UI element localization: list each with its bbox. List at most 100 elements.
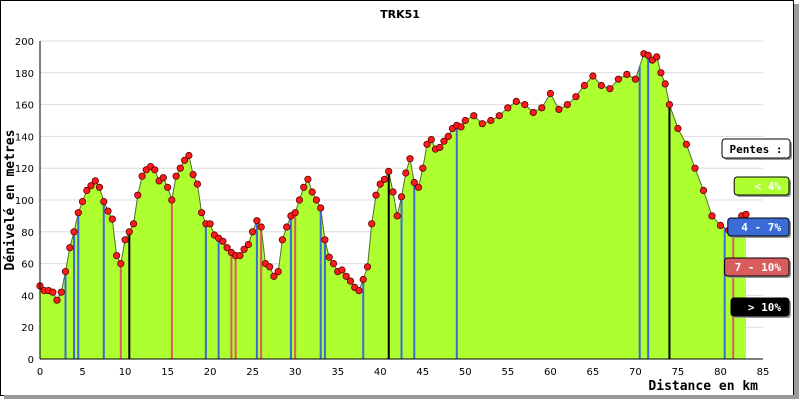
profile-marker (257, 223, 265, 231)
profile-marker (304, 175, 312, 183)
profile-marker (95, 183, 104, 191)
profile-marker (151, 166, 159, 174)
legend: Pentes : < 4% 4 - 7% 7 - 10% > 10% (721, 138, 792, 318)
profile-marker (125, 228, 133, 236)
profile-marker (440, 137, 448, 145)
legend-item-label: 7 - 10% (735, 261, 782, 274)
profile-marker (266, 263, 274, 271)
profile-marker (113, 252, 121, 260)
x-tick-label: 10 (119, 367, 132, 378)
y-tick-labels: 0 20 40 60 80 100 120 140 160 180 200 (15, 37, 34, 366)
profile-marker (589, 72, 597, 80)
profile-marker (295, 196, 303, 204)
profile-marker (338, 266, 346, 274)
profile-marker (74, 209, 82, 217)
profile-marker (555, 105, 563, 114)
profile-marker (278, 236, 286, 244)
profile-marker (329, 259, 338, 268)
profile-marker (61, 267, 70, 276)
profile-marker (461, 116, 469, 125)
profile-marker (198, 209, 206, 217)
profile-marker (444, 132, 452, 140)
legend-item-label: < 4% (755, 180, 782, 193)
profile-marker (164, 183, 172, 191)
profile-marker (223, 244, 231, 252)
profile-marker (457, 123, 465, 131)
profile-marker (402, 169, 410, 177)
profile-marker (300, 183, 308, 191)
profile-marker (325, 253, 333, 261)
profile-marker (699, 186, 708, 195)
x-tick-label: 85 (757, 367, 770, 378)
x-tick-label: 0 (37, 367, 43, 378)
profile-marker (270, 272, 278, 280)
profile-marker (159, 174, 167, 182)
profile-marker (70, 228, 78, 236)
profile-marker (253, 217, 261, 225)
profile-marker (91, 177, 99, 185)
x-tick-label: 35 (331, 367, 344, 378)
y-tick-label: 20 (21, 323, 34, 334)
profile-marker (219, 237, 227, 245)
x-tick-label: 25 (246, 367, 259, 378)
profile-marker (414, 183, 423, 191)
x-tick-label: 60 (544, 367, 557, 378)
profile-marker (283, 223, 291, 231)
profile-marker (108, 215, 116, 223)
profile-marker (716, 221, 725, 229)
legend-swatch (724, 257, 790, 277)
x-tick-label: 20 (204, 367, 217, 378)
y-tick-label: 60 (21, 260, 34, 271)
legend-swatch (730, 297, 790, 317)
profile-marker (172, 172, 180, 180)
profile-marker (134, 191, 142, 199)
profile-marker (644, 51, 652, 59)
profile-marker (512, 97, 520, 106)
y-tick-label: 40 (21, 291, 34, 302)
profile-marker (661, 80, 669, 88)
profile-marker (406, 155, 414, 163)
profile-marker (78, 198, 87, 206)
profile-marker (346, 277, 355, 285)
profile-marker (682, 140, 691, 148)
profile-marker (597, 81, 606, 90)
profile-marker (66, 244, 74, 252)
y-tick-label: 0 (28, 355, 34, 366)
x-tick-label: 65 (587, 367, 600, 378)
profile-marker (274, 267, 282, 276)
y-tick-label: 80 (21, 228, 34, 239)
profile-marker (436, 143, 444, 152)
profile-marker (321, 236, 329, 244)
y-axis-label: Dénivelé en metres (3, 130, 18, 271)
profile-marker (674, 124, 682, 133)
x-tick-label: 50 (459, 367, 472, 378)
profile-marker (657, 69, 665, 77)
chart-title: TRK51 (380, 8, 420, 21)
x-tick-labels: 0 5 10 15 20 25 30 35 40 45 50 55 60 65 70 75 80 85 (37, 367, 770, 378)
profile-marker (423, 140, 431, 148)
profile-marker (691, 164, 699, 172)
profile-marker (546, 89, 555, 98)
x-tick-label: 15 (161, 367, 174, 378)
profile-marker (308, 188, 316, 196)
profile-marker (385, 167, 393, 175)
profile-marker (189, 171, 197, 179)
y-tick-label: 120 (15, 164, 34, 175)
profile-marker (380, 175, 389, 183)
profile-marker (580, 81, 589, 90)
x-tick-label: 75 (672, 367, 685, 378)
profile-marker (614, 75, 623, 83)
profile-marker (312, 196, 320, 204)
profile-marker (117, 259, 125, 268)
profile-marker (355, 286, 363, 295)
profile-marker (185, 151, 193, 160)
profile-marker (487, 116, 495, 125)
profile-marker (708, 212, 716, 220)
legend-swatch (733, 176, 790, 196)
profile-marker (521, 101, 529, 109)
profile-marker (342, 272, 350, 280)
x-tick-label: 55 (501, 367, 514, 378)
x-tick-label: 70 (629, 367, 642, 378)
profile-marker (389, 188, 397, 196)
profile-marker (665, 101, 674, 109)
